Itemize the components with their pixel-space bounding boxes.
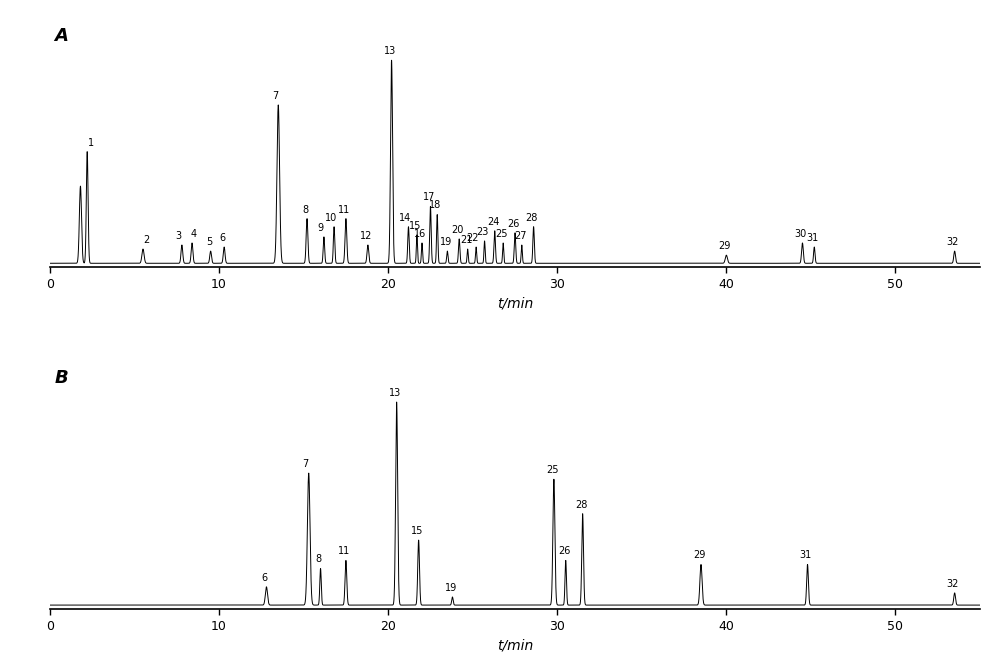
Text: 22: 22 — [466, 233, 479, 243]
Text: 13: 13 — [389, 388, 401, 398]
Text: 4: 4 — [191, 229, 197, 239]
Text: 3: 3 — [175, 231, 182, 241]
Text: A: A — [55, 27, 69, 45]
X-axis label: t/min: t/min — [497, 296, 533, 310]
Text: 15: 15 — [409, 221, 421, 231]
Text: 29: 29 — [718, 241, 731, 251]
Text: 28: 28 — [575, 500, 587, 510]
Text: 21: 21 — [460, 235, 472, 245]
Text: 14: 14 — [399, 213, 411, 223]
Text: 7: 7 — [302, 459, 308, 469]
Text: 2: 2 — [143, 235, 150, 245]
Text: 5: 5 — [206, 237, 212, 247]
Text: 18: 18 — [429, 200, 442, 210]
Text: 29: 29 — [693, 550, 705, 561]
Text: 23: 23 — [477, 227, 489, 237]
Text: 31: 31 — [800, 550, 812, 561]
Text: 17: 17 — [423, 193, 435, 202]
Text: 27: 27 — [514, 231, 526, 241]
Text: 16: 16 — [414, 229, 426, 239]
Text: 19: 19 — [445, 583, 457, 593]
Text: 28: 28 — [526, 213, 538, 223]
Text: 7: 7 — [272, 91, 278, 101]
Text: 12: 12 — [360, 231, 372, 241]
Text: 15: 15 — [411, 526, 423, 536]
Text: 1: 1 — [88, 138, 94, 147]
X-axis label: t/min: t/min — [497, 638, 533, 652]
Text: 10: 10 — [325, 213, 337, 223]
Text: 11: 11 — [338, 204, 350, 215]
Text: B: B — [55, 369, 68, 387]
Text: 25: 25 — [546, 465, 558, 475]
Text: 26: 26 — [558, 546, 570, 556]
Text: 6: 6 — [219, 233, 226, 243]
Text: 13: 13 — [384, 47, 396, 56]
Text: 26: 26 — [507, 219, 519, 229]
Text: 32: 32 — [947, 579, 959, 589]
Text: 19: 19 — [440, 237, 452, 247]
Text: 24: 24 — [487, 217, 499, 227]
Text: 6: 6 — [262, 572, 268, 583]
Text: 31: 31 — [806, 233, 819, 243]
Text: 9: 9 — [317, 223, 324, 233]
Text: 32: 32 — [947, 237, 959, 247]
Text: 11: 11 — [338, 546, 350, 556]
Text: 20: 20 — [451, 225, 464, 235]
Text: 30: 30 — [795, 229, 807, 239]
Text: 25: 25 — [495, 229, 508, 239]
Text: 8: 8 — [316, 555, 322, 565]
Text: 8: 8 — [302, 204, 308, 215]
